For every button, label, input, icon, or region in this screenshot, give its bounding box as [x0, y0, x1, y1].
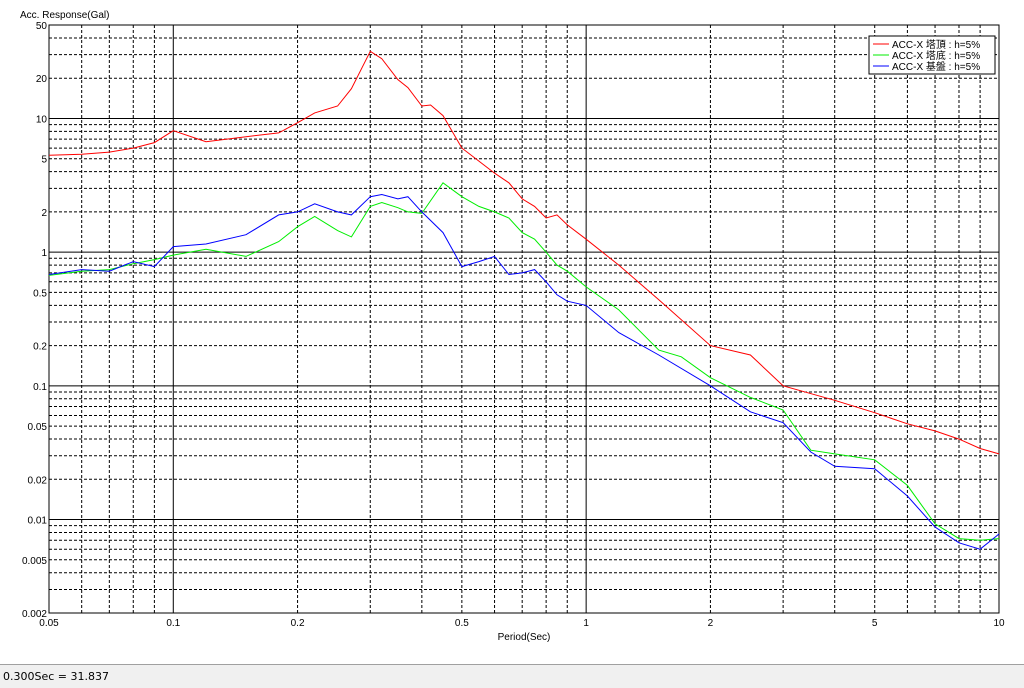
response-spectrum-chart: 0.05 0.1 0.2 0.5 1 2 5 10 0.002 0.005 0.01 0.02 0.05… — [20, 10, 1005, 643]
y-tick-label: 20 — [36, 74, 48, 85]
y-tick-label: 0.005 — [22, 556, 47, 567]
series-line-3 — [48, 193, 1000, 550]
x-tick-label: 0.5 — [455, 618, 469, 629]
series-line-2 — [48, 182, 1000, 541]
legend-label-1: ACC-X 塔頂 : h=5% — [892, 38, 980, 51]
x-tick-label: 0.1 — [166, 618, 180, 629]
y-tick-label: 50 — [36, 21, 48, 32]
y-tick-label: 0.002 — [22, 609, 47, 620]
y-tick-label: 2 — [41, 208, 47, 219]
y-tick-label: 1 — [41, 248, 47, 259]
y-tick-label: 0.02 — [28, 475, 48, 486]
status-bar: 0.300Sec = 31.837 — [0, 664, 1024, 688]
x-tick-label: 2 — [708, 618, 714, 629]
y-tick-label: 5 — [41, 155, 47, 166]
cursor-readout: 0.300Sec = 31.837 — [3, 670, 109, 683]
y-tick-label: 0.2 — [33, 342, 47, 353]
x-axis-label: Period(Sec) — [498, 632, 551, 643]
tick-labels: 0.05 0.1 0.2 0.5 1 2 5 10 0.002 0.005 0.01 0.02 0.05… — [22, 21, 1005, 629]
y-tick-label: 10 — [36, 114, 48, 125]
y-axis-label: Acc. Response(Gal) — [20, 10, 109, 21]
series-lines — [48, 50, 1000, 550]
x-tick-label: 5 — [872, 618, 878, 629]
y-tick-label: 0.05 — [28, 422, 48, 433]
plot-frame — [48, 24, 1000, 614]
x-tick-label: 1 — [583, 618, 589, 629]
grid — [48, 24, 1000, 614]
legend-box — [868, 35, 996, 75]
y-tick-label: 0.01 — [28, 516, 48, 527]
plot-area[interactable]: 0.05 0.1 0.2 0.5 1 2 5 10 0.002 0.005 0.01 0.02 0.05… — [0, 0, 1024, 664]
x-tick-label: 10 — [993, 618, 1005, 629]
legend: ACC-X 塔頂 : h=5%ACC-X 塔底 : h=5%ACC-X 基盤 :… — [868, 35, 996, 75]
x-tick-label: 0.05 — [39, 618, 59, 629]
y-tick-label: 0.5 — [33, 288, 47, 299]
y-tick-label: 0.1 — [33, 382, 47, 393]
series-line-1 — [48, 50, 1000, 455]
x-tick-label: 0.2 — [291, 618, 305, 629]
legend-label-3: ACC-X 基盤 : h=5% — [892, 60, 980, 73]
legend-label-2: ACC-X 塔底 : h=5% — [892, 49, 980, 62]
